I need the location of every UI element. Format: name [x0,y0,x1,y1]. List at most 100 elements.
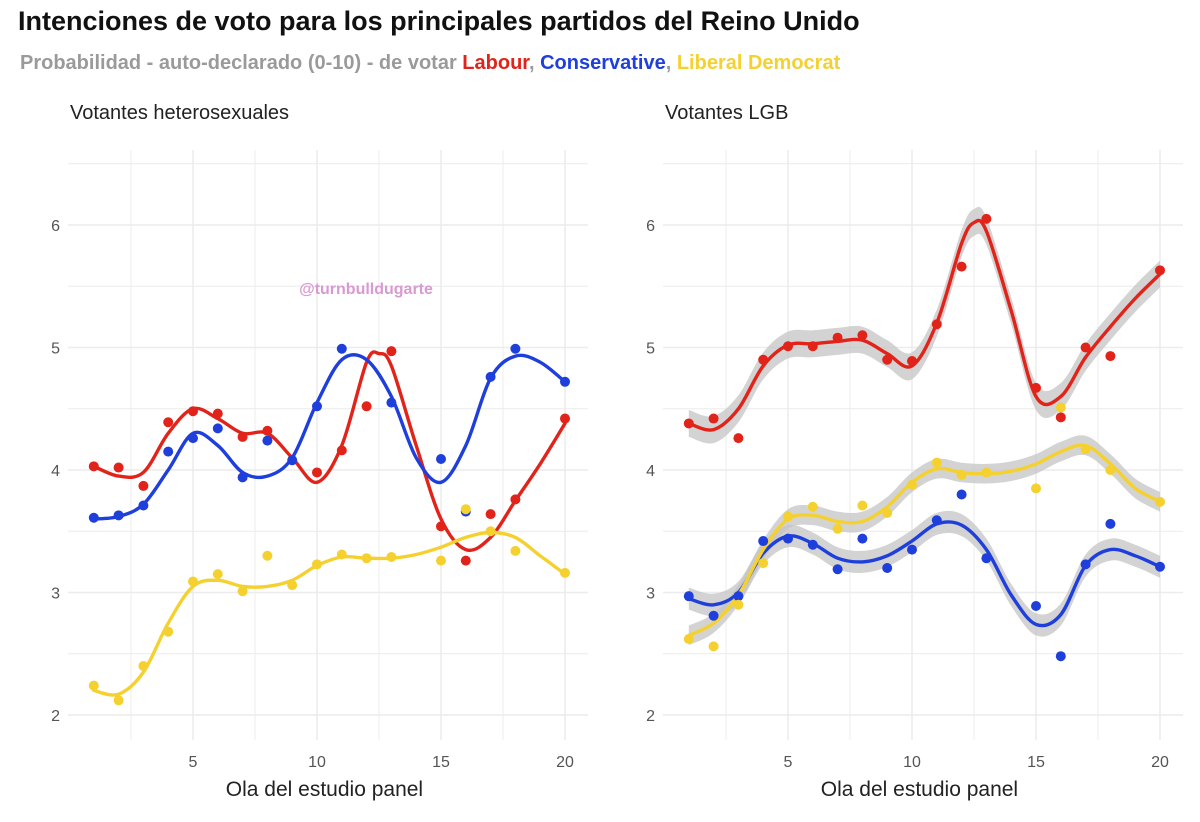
data-point-liberal-democrat [981,467,992,478]
data-point-conservative [733,591,744,602]
data-point-liberal-democrat [287,580,298,591]
data-point-labour [832,332,843,343]
data-point-conservative [882,563,893,573]
data-point-liberal-democrat [361,553,372,564]
data-point-conservative [956,489,967,500]
data-point-conservative [386,397,397,408]
data-point-liberal-democrat [113,695,124,706]
data-point-labour [113,462,124,473]
y-tick-label: 6 [51,218,60,235]
data-point-liberal-democrat [212,569,223,580]
data-point-conservative [336,343,347,354]
data-point-conservative [436,453,446,464]
data-point-labour [956,261,967,272]
data-point-liberal-democrat [386,551,397,562]
data-point-liberal-democrat [931,457,942,468]
panel-title: Votantes LGB [665,102,788,124]
data-point-labour [386,346,397,357]
x-tick-label: 20 [556,754,574,771]
data-point-labour [857,330,868,341]
data-point-labour [336,445,347,456]
panel-1: 2 3 4 5 6 5 10 15 20 Votantes heterosexuales Ola d… [51,102,588,801]
data-point-liberal-democrat [262,550,273,561]
data-point-conservative [783,533,793,544]
data-point-labour [312,467,322,478]
data-point-liberal-democrat [882,507,893,518]
data-point-labour [262,425,273,436]
data-point-labour [163,417,174,428]
data-point-labour [931,319,942,330]
data-point-liberal-democrat [163,626,174,637]
confidence-band-liberal-democrat [688,435,1160,646]
y-tick-label: 5 [51,341,60,358]
data-point-liberal-democrat [783,511,793,522]
data-point-conservative [485,371,496,382]
data-point-conservative [807,539,818,550]
x-tick-label: 20 [1151,754,1169,771]
data-point-labour [188,406,198,417]
legend-labour: Labour [462,52,529,74]
data-point-conservative [188,433,198,444]
data-point-conservative [832,564,843,575]
data-point-labour [510,494,521,505]
data-point-conservative [1031,600,1041,611]
data-point-conservative [931,515,942,526]
data-point-labour [807,341,818,352]
data-point-liberal-democrat [436,555,446,566]
data-point-liberal-democrat [510,545,521,556]
subtitle-prefix: Probabilidad - auto-declarado (0-10) - d… [20,52,463,74]
data-point-liberal-democrat [758,558,769,569]
data-point-liberal-democrat [237,586,248,597]
legend-conservative: Conservative [540,52,666,74]
data-point-labour [138,480,149,491]
legend-sep-1: , [528,52,541,74]
data-point-conservative [1105,518,1116,529]
data-point-conservative [88,512,99,523]
y-tick-label: 6 [646,218,655,235]
y-tick-label: 2 [646,708,655,725]
data-point-conservative [262,435,273,446]
watermark-text: @turnbulldugarte [299,281,433,298]
x-tick-label: 15 [432,754,450,771]
data-point-liberal-democrat [485,526,496,537]
y-tick-label: 3 [51,586,60,603]
data-point-conservative [857,533,868,544]
data-point-liberal-democrat [1055,402,1066,413]
x-tick-label: 15 [1027,754,1045,771]
data-point-labour [708,413,719,424]
data-point-liberal-democrat [1105,465,1116,475]
confidence-band-labour [688,206,1160,444]
y-tick-label: 2 [51,708,60,725]
x-tick-label: 5 [784,754,793,771]
data-point-conservative [907,544,917,555]
x-axis-label: Ola del estudio panel [226,778,423,801]
trend-line-labour [687,218,1162,432]
data-point-labour [436,521,446,532]
x-axis-label: Ola del estudio panel [821,778,1018,801]
data-point-liberal-democrat [88,680,99,691]
data-point-liberal-democrat [188,576,198,587]
trend-line-labour [92,350,567,552]
data-point-liberal-democrat [956,469,967,480]
data-point-labour [1155,265,1165,276]
panel-title: Votantes heterosexuales [70,102,289,124]
data-point-labour [758,354,769,365]
data-point-labour [733,433,744,444]
legend-sep-2: , [665,52,677,74]
data-point-conservative [708,610,719,621]
data-point-conservative [212,423,223,434]
data-point-labour [560,413,570,424]
data-point-labour [882,354,893,365]
data-point-liberal-democrat [807,501,818,512]
chart-title: Intenciones de voto para los principales… [18,6,860,36]
data-point-conservative [1155,561,1165,572]
data-point-labour [981,213,992,224]
data-point-liberal-democrat [560,567,570,578]
data-point-conservative [237,472,248,483]
x-tick-label: 5 [189,754,198,771]
data-point-conservative [758,536,769,547]
data-point-labour [212,408,223,419]
data-point-liberal-democrat [312,559,322,570]
data-point-liberal-democrat [683,634,694,645]
